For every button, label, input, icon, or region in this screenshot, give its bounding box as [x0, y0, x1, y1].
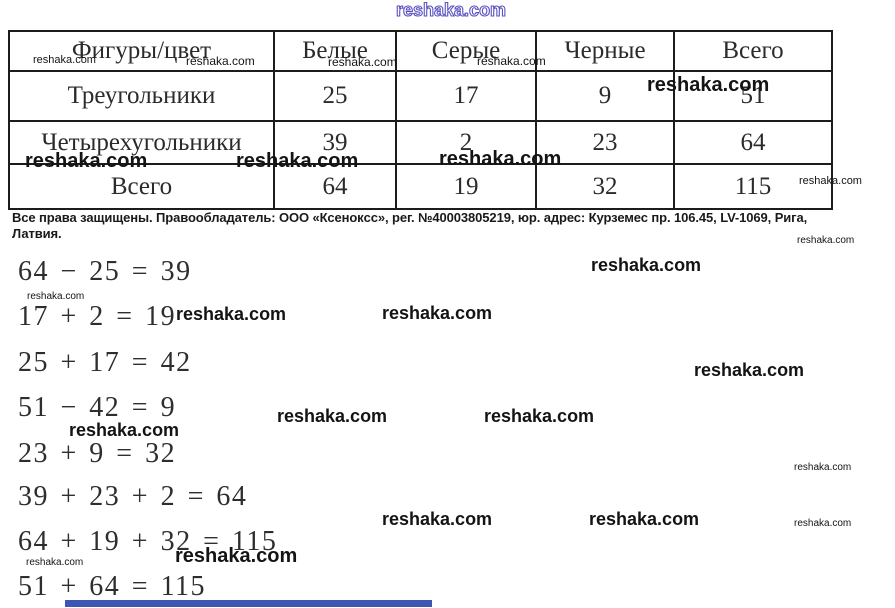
table-cell: 25 [273, 70, 397, 122]
table-cell: 39 [273, 120, 397, 165]
row-label: Четырехугольники [8, 120, 275, 165]
equation-4: 51 − 42 = 9 [18, 392, 177, 423]
equation-5: 23 + 9 = 32 [18, 438, 177, 469]
equation-6: 39 + 23 + 2 = 64 [18, 481, 248, 512]
watermark: reshaka.com [277, 406, 388, 426]
table-cell: 64 [673, 120, 833, 165]
header-black: Черные [535, 30, 675, 72]
row-label: Треугольники [8, 70, 275, 122]
table-cell: 9 [535, 70, 675, 122]
table-row-total: Всего 64 19 32 115 [8, 163, 833, 210]
table-cell: 32 [535, 163, 675, 210]
watermark: reshaka.com [484, 406, 595, 426]
table-cell: 19 [395, 163, 537, 210]
figures-color-table: Фигуры/цвет Белые Серые Черные Всего Тре… [8, 30, 833, 210]
watermark: reshaka.com [176, 304, 287, 324]
table-cell: 17 [395, 70, 537, 122]
watermark: reshaka.com [794, 518, 852, 529]
header-white: Белые [273, 30, 397, 72]
table-row-quadrilaterals: Четырехугольники 39 2 23 64 [8, 120, 833, 165]
watermark: reshaka.com [26, 557, 84, 568]
watermark: reshaka.com [591, 255, 702, 275]
header-figures-color: Фигуры/цвет [8, 30, 275, 72]
equation-2: 17 + 2 = 19 [18, 301, 177, 332]
copyright-line-2: Латвия. [12, 226, 62, 241]
watermark: reshaka.com [694, 360, 805, 380]
table-cell: 115 [673, 163, 833, 210]
equation-8: 51 + 64 = 115 [18, 571, 207, 602]
watermark: reshaka.com [395, 0, 507, 20]
equation-7: 64 + 19 + 32 = 115 [18, 526, 278, 557]
bottom-blue-bar [65, 600, 432, 607]
watermark: reshaka.com [589, 509, 700, 529]
row-label: Всего [8, 163, 275, 210]
table-header-row: Фигуры/цвет Белые Серые Черные Всего [8, 30, 833, 72]
equation-3: 25 + 17 = 42 [18, 347, 192, 378]
table-row-triangles: Треугольники 25 17 9 51 [8, 70, 833, 122]
watermark: reshaka.com [382, 509, 493, 529]
header-total: Всего [673, 30, 833, 72]
table-cell: 2 [395, 120, 537, 165]
watermark: reshaka.com [794, 462, 852, 473]
table-cell: 51 [673, 70, 833, 122]
table-cell: 23 [535, 120, 675, 165]
copyright-line-1: Все права защищены. Правообладатель: ООО… [12, 210, 808, 225]
watermark: reshaka.com [382, 303, 493, 323]
table-cell: 64 [273, 163, 397, 210]
header-grey: Серые [395, 30, 537, 72]
copyright-notice: Все права защищены. Правообладатель: ООО… [12, 210, 882, 242]
equation-1: 64 − 25 = 39 [18, 256, 192, 287]
